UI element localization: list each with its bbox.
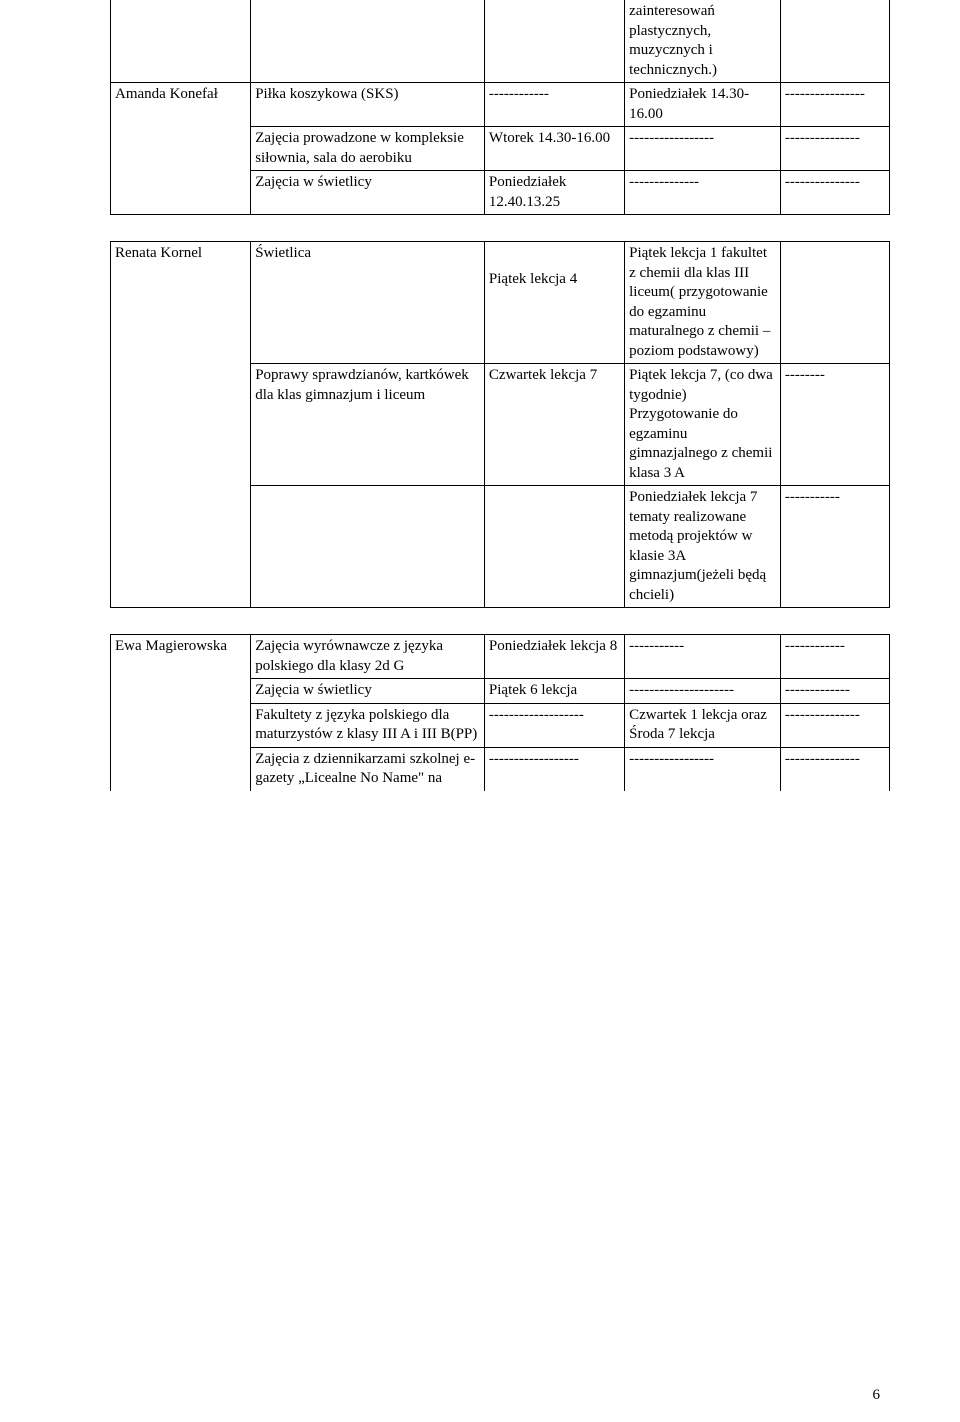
- cell: [251, 0, 485, 83]
- gap: [110, 215, 890, 241]
- cell: ---------------------: [625, 679, 781, 704]
- cell: ------------------: [484, 747, 624, 791]
- table-row: Renata Kornel Świetlica Piątek lekcja 4 …: [111, 242, 890, 364]
- cell: [111, 0, 251, 83]
- cell: Wtorek 14.30-16.00: [484, 127, 624, 171]
- cell: [251, 486, 485, 608]
- cell: Piątek lekcja 7, (co dwa tygodnie) Przyg…: [625, 364, 781, 486]
- cell: Czwartek 1 lekcja oraz Środa 7 lekcja: [625, 703, 781, 747]
- cell: ---------------: [780, 747, 889, 791]
- cell: Piątek lekcja 1 fakultet z chemii dla kl…: [625, 242, 781, 364]
- cell: Zajęcia wyrównawcze z języka polskiego d…: [251, 635, 485, 679]
- cell: ------------: [484, 83, 624, 127]
- cell: Poniedziałek 12.40.13.25: [484, 171, 624, 215]
- cell: Piątek 6 lekcja: [484, 679, 624, 704]
- cell: ----------------: [780, 83, 889, 127]
- gap: [110, 608, 890, 634]
- cell: Zajęcia z dziennikarzami szkolnej e- gaz…: [251, 747, 485, 791]
- cell: [484, 486, 624, 608]
- cell: [780, 242, 889, 364]
- teacher-name: Amanda Konefał: [111, 83, 251, 215]
- cell: -----------------: [625, 127, 781, 171]
- cell: Zajęcia w świetlicy: [251, 171, 485, 215]
- table-row: Amanda Konefał Piłka koszykowa (SKS) ---…: [111, 83, 890, 127]
- teacher-name: Ewa Magierowska: [111, 635, 251, 791]
- cell: [484, 0, 624, 83]
- cell: ---------------: [780, 127, 889, 171]
- cell: Poniedziałek 14.30-16.00: [625, 83, 781, 127]
- cell: Poniedziałek lekcja 8: [484, 635, 624, 679]
- cell: -----------: [780, 486, 889, 608]
- cell: Piłka koszykowa (SKS): [251, 83, 485, 127]
- cell: Poniedziałek lekcja 7 tematy realizowane…: [625, 486, 781, 608]
- table-row: Ewa Magierowska Zajęcia wyrównawcze z ję…: [111, 635, 890, 679]
- cell: Poprawy sprawdzianów, kartkówek dla klas…: [251, 364, 485, 486]
- cell: --------------: [625, 171, 781, 215]
- cell: Zajęcia w świetlicy: [251, 679, 485, 704]
- table-row: zainteresowań plastycznych, muzycznych i…: [111, 0, 890, 83]
- cell: Świetlica: [251, 242, 485, 364]
- cell: --------: [780, 364, 889, 486]
- cell: ---------------: [780, 171, 889, 215]
- cell: ---------------: [780, 703, 889, 747]
- cell: -------------: [780, 679, 889, 704]
- cell: Fakultety z języka polskiego dla maturzy…: [251, 703, 485, 747]
- table-renata: Renata Kornel Świetlica Piątek lekcja 4 …: [110, 241, 890, 608]
- page: zainteresowań plastycznych, muzycznych i…: [0, 0, 960, 1422]
- cell: -----------------: [625, 747, 781, 791]
- cell: Zajęcia prowadzone w kompleksie siłownia…: [251, 127, 485, 171]
- cell: Piątek lekcja 4: [484, 242, 624, 364]
- cell: [780, 0, 889, 83]
- table-top: zainteresowań plastycznych, muzycznych i…: [110, 0, 890, 215]
- teacher-name: Renata Kornel: [111, 242, 251, 608]
- page-number: 6: [873, 1387, 881, 1404]
- cell: Czwartek lekcja 7: [484, 364, 624, 486]
- cell: ------------: [780, 635, 889, 679]
- cell: -------------------: [484, 703, 624, 747]
- cell: zainteresowań plastycznych, muzycznych i…: [625, 0, 781, 83]
- cell: -----------: [625, 635, 781, 679]
- table-ewa: Ewa Magierowska Zajęcia wyrównawcze z ję…: [110, 634, 890, 791]
